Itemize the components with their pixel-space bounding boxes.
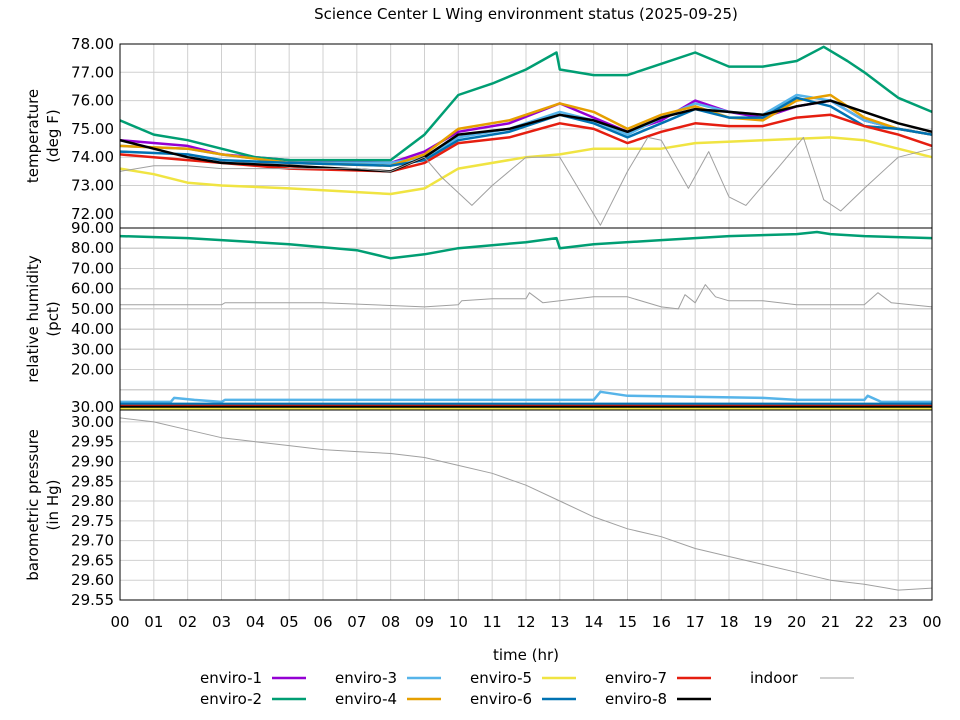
y-tick-label: 30.00 [71,398,114,416]
y-tick-label: 80.00 [71,239,114,257]
series-line-indoor [119,417,933,591]
legend-label-enviro-8: enviro-8 [605,690,667,708]
y-tick-label: 77.00 [71,63,114,81]
y-axis-label: temperature [24,89,42,183]
y-tick-label: 78.00 [71,35,114,53]
x-tick-label: 13 [550,613,569,631]
series-line-enviro-3 [120,390,932,404]
panel-1: 72.00 73.00 74.00 75.00 76.00 77.00 78.00 tempe… [24,35,933,229]
y-tick-label: 30.00 [71,413,114,431]
series-line-enviro-5 [119,136,933,196]
y-tick-label: 29.80 [71,492,114,510]
chart-panels: 72.00 73.00 74.00 75.00 76.00 77.00 78.00 tempe… [24,35,933,609]
x-axis-label: time (hr) [493,646,559,664]
x-tick-label: 07 [347,613,366,631]
x-tick-label: 08 [381,613,400,631]
x-tick-label: 05 [280,613,299,631]
y-tick-label: 90.00 [71,219,114,237]
legend: enviro-1 enviro-2 enviro-3 enviro-4 enviro-5… [200,669,854,708]
legend-label-enviro-1: enviro-1 [200,669,262,687]
y-axis-label: relative humidity [24,255,42,383]
series-line-enviro-2 [119,230,933,260]
x-tick-label: 15 [618,613,637,631]
legend-label-enviro-7: enviro-7 [605,669,667,687]
y-tick-label: 50.00 [71,300,114,318]
y-axis-label: (pct) [44,301,62,336]
y-tick-label: 72.00 [71,205,114,223]
y-tick-label: 29.60 [71,571,114,589]
x-tick-label: 06 [313,613,332,631]
y-tick-label: 20.00 [71,361,114,379]
x-tick-label: 02 [178,613,197,631]
y-tick-label: 29.85 [71,472,114,490]
x-tick-label: 18 [719,613,738,631]
x-tick-label: 04 [246,613,265,631]
x-tick-label: 10 [449,613,468,631]
y-tick-label: 73.00 [71,177,114,195]
series-line-enviro-6 [119,96,933,167]
y-axis-label: (deg F) [44,109,62,162]
series-line-indoor [120,284,933,310]
x-tick-label: 22 [855,613,874,631]
y-tick-label: 29.75 [71,512,114,530]
x-tick-label: 00 [922,613,941,631]
panel-2: 30.00 20.00 30.00 40.00 50.00 60.00 70.00 80.00… [24,219,933,416]
y-tick-label: 60.00 [71,280,114,298]
series-line-enviro-2 [119,45,933,162]
legend-label-enviro-3: enviro-3 [335,669,397,687]
x-tick-label: 20 [787,613,806,631]
x-tick-label: 03 [212,613,231,631]
y-tick-label: 29.65 [71,551,114,569]
x-tick-label: 21 [821,613,840,631]
y-tick-label: 75.00 [71,120,114,138]
panel-frame [119,409,933,601]
y-tick-label: 76.00 [71,92,114,110]
x-tick-label: 16 [652,613,671,631]
x-tick-label: 12 [516,613,535,631]
series-line-indoor [119,136,933,226]
y-tick-label: 30.00 [71,340,114,358]
y-tick-label: 29.90 [71,452,114,470]
x-tick-label: 01 [144,613,163,631]
x-tick-label: 23 [889,613,908,631]
legend-label-enviro-4: enviro-4 [335,690,397,708]
x-tick-label: 17 [686,613,705,631]
y-tick-label: 29.55 [71,591,114,609]
y-tick-label: 74.00 [71,148,114,166]
y-tick-label: 29.70 [71,532,114,550]
x-tick-label: 11 [483,613,502,631]
x-tick-label: 19 [753,613,772,631]
x-tick-label: 14 [584,613,603,631]
legend-label-enviro-6: enviro-6 [470,690,532,708]
x-tick-label: 09 [415,613,434,631]
legend-label-enviro-5: enviro-5 [470,669,532,687]
y-axis-label: barometric pressure [24,429,42,581]
y-axis-label: (in Hg) [44,480,62,531]
chart-title: Science Center L Wing environment status… [314,5,738,23]
x-tick-labels: 00 01 02 03 04 05 06 07 08 09 10 11 12 13 14 15 16 17 18 19… [110,613,941,631]
y-tick-label: 29.95 [71,433,114,451]
legend-label-enviro-2: enviro-2 [200,690,262,708]
y-tick-label: 40.00 [71,320,114,338]
y-tick-label: 70.00 [71,259,114,277]
legend-label-indoor: indoor [750,669,799,687]
x-tick-label: 00 [110,613,129,631]
series-line-enviro-8 [119,99,933,173]
